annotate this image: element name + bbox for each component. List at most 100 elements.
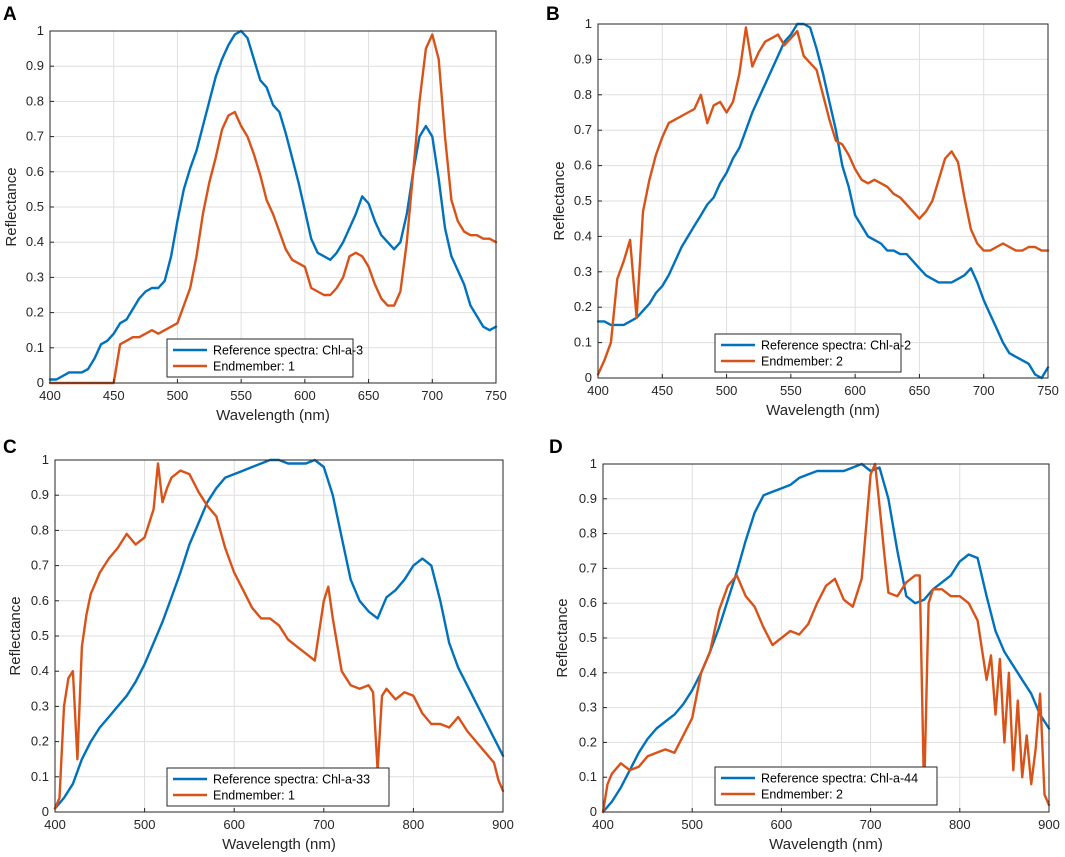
y-axis-label: Reflectance bbox=[551, 161, 568, 240]
panel-b: B 400 450 500 550 600 650 700 750 0 0.1 0.2 0.3 0.4 0.… bbox=[546, 4, 1059, 419]
x-tick-label: 600 bbox=[294, 388, 316, 403]
y-tick-label: 0.2 bbox=[579, 734, 597, 749]
y-axis-label: Reflectance bbox=[7, 596, 24, 675]
x-tick-label: 500 bbox=[716, 383, 738, 398]
x-tick-label: 900 bbox=[1038, 817, 1060, 832]
x-tick-label: 650 bbox=[358, 388, 380, 403]
y-tick-label: 0.2 bbox=[574, 299, 592, 314]
x-tick-label: 600 bbox=[844, 383, 866, 398]
panel-d: D 400 500 600 700 800 900 0 0.1 0.2 0.3 0.4 0.5 0.6 0.… bbox=[549, 437, 1060, 853]
y-tick-label: 1 bbox=[42, 452, 49, 467]
x-axis-label: Wavelength (nm) bbox=[766, 402, 880, 419]
y-tick-label: 0.1 bbox=[31, 769, 49, 784]
y-tick-label: 0.6 bbox=[31, 593, 49, 608]
y-tick-label: 0.8 bbox=[579, 526, 597, 541]
x-tick-label: 500 bbox=[134, 817, 156, 832]
x-tick-label: 400 bbox=[587, 383, 609, 398]
x-tick-label: 800 bbox=[949, 817, 971, 832]
legend: Reference spectra: Chl-a-3 Endmember: 1 bbox=[166, 338, 363, 378]
y-tick-label: 0.5 bbox=[574, 193, 592, 208]
y-tick-label: 1 bbox=[37, 23, 44, 38]
panel-a: A 400 450 500 550 600 650 700 750 0 0.1 0.2 0.3 0.4 0.… bbox=[3, 4, 507, 424]
y-tick-label: 0.4 bbox=[579, 665, 597, 680]
legend: Reference spectra: Chl-a-44 Endmember: 2 bbox=[714, 766, 938, 806]
y-tick-label: 1 bbox=[590, 456, 597, 471]
x-tick-label: 900 bbox=[492, 817, 514, 832]
endmember-line bbox=[596, 26, 1050, 376]
legend-box bbox=[166, 767, 390, 807]
y-axis-label: Reflectance bbox=[554, 598, 571, 677]
y-tick-label: 0.4 bbox=[26, 234, 44, 249]
reference-spectra-line bbox=[601, 462, 1051, 814]
y-axis-label: Reflectance bbox=[3, 167, 20, 246]
y-tick-label: 0.8 bbox=[26, 93, 44, 108]
y-tick-label: 0.6 bbox=[579, 595, 597, 610]
legend: Reference spectra: Chl-a-33 Endmember: 1 bbox=[166, 767, 390, 807]
y-tick-label: 0 bbox=[42, 804, 49, 819]
x-tick-label: 500 bbox=[681, 817, 703, 832]
panel-c: C 400 500 600 700 800 900 0 0.1 0.2 0.3 0.4 0.5 0.6 0.… bbox=[3, 437, 514, 853]
legend-entry: Reference spectra: Chl-a-2 bbox=[761, 339, 911, 353]
x-tick-label: 700 bbox=[421, 388, 443, 403]
y-tick-label: 0.4 bbox=[31, 663, 49, 678]
x-tick-label: 550 bbox=[230, 388, 252, 403]
y-tick-label: 0.1 bbox=[26, 340, 44, 355]
legend-box bbox=[714, 333, 902, 373]
y-tick-label: 0.6 bbox=[26, 164, 44, 179]
x-tick-label: 400 bbox=[44, 817, 66, 832]
x-tick-label: 600 bbox=[771, 817, 793, 832]
y-tick-label: 0.1 bbox=[574, 335, 592, 350]
legend-entry: Reference spectra: Chl-a-3 bbox=[213, 344, 363, 358]
legend-entry: Endmember: 2 bbox=[761, 355, 843, 369]
x-tick-label: 500 bbox=[167, 388, 189, 403]
y-tick-label: 0.9 bbox=[574, 51, 592, 66]
panel-letter: B bbox=[546, 4, 560, 25]
y-tick-label: 0.9 bbox=[579, 491, 597, 506]
legend-entry: Endmember: 1 bbox=[213, 360, 295, 374]
x-tick-label: 450 bbox=[103, 388, 125, 403]
y-tick-label: 0.3 bbox=[31, 698, 49, 713]
y-tick-label: 0.5 bbox=[26, 199, 44, 214]
x-axis-label: Wavelength (nm) bbox=[222, 836, 336, 853]
y-tick-label: 0.7 bbox=[26, 129, 44, 144]
reference-spectra-line bbox=[596, 22, 1050, 380]
x-tick-label: 700 bbox=[313, 817, 335, 832]
y-tick-label: 0 bbox=[37, 375, 44, 390]
panel-letter: C bbox=[3, 437, 17, 458]
y-tick-label: 0.3 bbox=[579, 700, 597, 715]
y-tick-label: 0.5 bbox=[31, 628, 49, 643]
y-tick-label: 0.4 bbox=[574, 228, 592, 243]
y-tick-label: 0.5 bbox=[579, 630, 597, 645]
x-axis-label: Wavelength (nm) bbox=[769, 836, 883, 853]
y-tick-label: 0 bbox=[585, 370, 592, 385]
x-axis-label: Wavelength (nm) bbox=[216, 407, 330, 424]
panel-letter: A bbox=[3, 4, 17, 25]
y-tick-label: 0.8 bbox=[574, 87, 592, 102]
x-tick-label: 550 bbox=[780, 383, 802, 398]
x-tick-label: 800 bbox=[403, 817, 425, 832]
endmember-line bbox=[48, 33, 498, 385]
y-tick-label: 0.2 bbox=[26, 305, 44, 320]
legend-box bbox=[166, 338, 354, 378]
x-tick-label: 750 bbox=[485, 388, 507, 403]
y-tick-label: 0.6 bbox=[574, 158, 592, 173]
y-tick-label: 0.9 bbox=[26, 58, 44, 73]
endmember-line bbox=[53, 462, 505, 810]
y-tick-label: 0.3 bbox=[574, 264, 592, 279]
y-tick-label: 0.2 bbox=[31, 734, 49, 749]
panel-letter: D bbox=[549, 437, 563, 458]
y-tick-label: 1 bbox=[585, 16, 592, 31]
x-tick-label: 600 bbox=[223, 817, 245, 832]
legend-entry: Reference spectra: Chl-a-44 bbox=[761, 772, 918, 786]
legend-entry: Reference spectra: Chl-a-33 bbox=[213, 773, 370, 787]
y-tick-label: 0.7 bbox=[31, 558, 49, 573]
y-tick-label: 0.7 bbox=[579, 560, 597, 575]
y-tick-label: 0.8 bbox=[31, 522, 49, 537]
y-tick-label: 0 bbox=[590, 804, 597, 819]
y-tick-label: 0.1 bbox=[579, 769, 597, 784]
x-tick-label: 700 bbox=[973, 383, 995, 398]
legend-entry: Endmember: 2 bbox=[761, 788, 843, 802]
x-tick-label: 750 bbox=[1037, 383, 1059, 398]
x-tick-label: 400 bbox=[592, 817, 614, 832]
